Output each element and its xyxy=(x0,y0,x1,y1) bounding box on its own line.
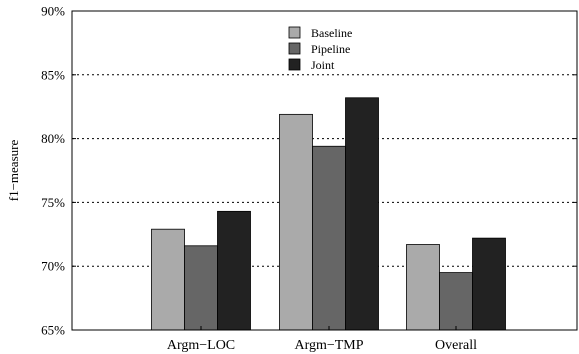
plot-frame xyxy=(71,10,578,331)
x-category-label: Argm−LOC xyxy=(167,338,235,353)
bar-baseline-overall xyxy=(406,244,440,331)
y-tick-label: 65% xyxy=(41,323,65,338)
legend-label-pipeline: Pipeline xyxy=(311,42,350,56)
y-tick-label: 90% xyxy=(41,4,65,19)
legend-swatch-pipeline xyxy=(288,42,301,55)
x-category-label: Overall xyxy=(435,338,477,353)
bar-pipeline-argm-tmp xyxy=(312,145,346,331)
y-tick-label: 80% xyxy=(41,131,65,146)
bar-joint-argm-loc xyxy=(217,210,251,331)
y-tick-label: 85% xyxy=(41,67,65,82)
legend-label-baseline: Baseline xyxy=(311,26,352,40)
legend: Baseline Pipeline Joint xyxy=(288,26,352,72)
y-tick-label: 70% xyxy=(41,259,65,274)
x-axis-categories: Argm−LOC Argm−TMP Overall xyxy=(167,326,477,353)
y-tick-label: 75% xyxy=(41,195,65,210)
legend-swatch-joint xyxy=(288,58,301,71)
bar-baseline-argm-tmp xyxy=(279,113,313,331)
legend-label-joint: Joint xyxy=(311,58,335,72)
x-category-label: Argm−TMP xyxy=(294,338,363,353)
y-axis-title: f1−measure xyxy=(6,140,21,202)
bar-pipeline-argm-loc xyxy=(184,245,218,331)
bar-joint-overall xyxy=(472,237,506,331)
bar-baseline-argm-loc xyxy=(151,228,185,331)
bar-joint-argm-tmp xyxy=(345,97,379,331)
y-axis-ticks: 65% 70% 75% 80% 85% 90% xyxy=(41,4,577,338)
bar-pipeline-overall xyxy=(439,272,473,331)
legend-swatch-baseline xyxy=(288,26,301,39)
bars xyxy=(151,97,506,331)
